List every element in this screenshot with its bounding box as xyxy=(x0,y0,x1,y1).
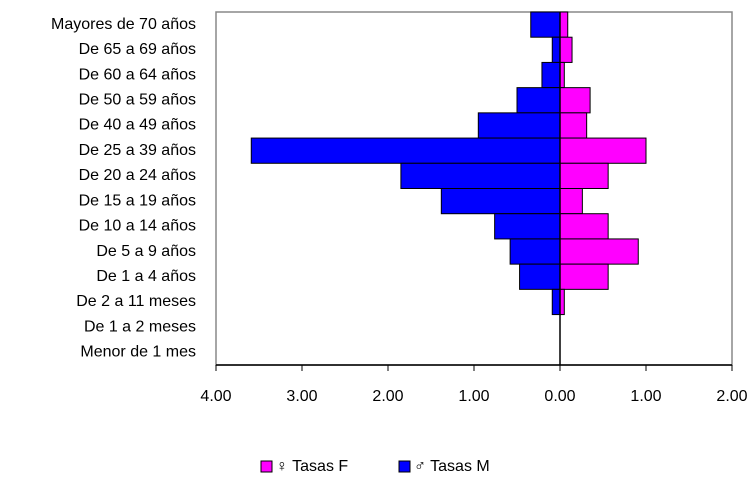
y-tick-label: De 65 a 69 años xyxy=(79,41,196,58)
x-tick-label: 4.00 xyxy=(200,388,231,405)
bar xyxy=(559,137,647,164)
bar xyxy=(509,238,561,265)
x-tick-label: 1.00 xyxy=(458,388,489,405)
y-tick-label: De 10 a 14 años xyxy=(79,218,196,235)
y-tick-label: De 1 a 2 meses xyxy=(84,318,196,335)
y-tick-label: De 20 a 24 años xyxy=(79,167,196,184)
bar xyxy=(400,162,561,190)
bar xyxy=(559,112,588,139)
x-tick-label: 3.00 xyxy=(286,388,317,405)
bar xyxy=(559,188,583,215)
legend-label: ♀ Tasas F xyxy=(276,458,348,475)
bar xyxy=(477,112,561,139)
y-tick-label: Mayores de 70 años xyxy=(51,16,196,33)
y-tick-label: De 5 a 9 años xyxy=(96,243,196,260)
bar xyxy=(516,87,561,114)
x-tick-label: 2.00 xyxy=(716,388,747,405)
y-tick-label: De 50 a 59 años xyxy=(79,91,196,108)
y-tick-label: Menor de 1 mes xyxy=(80,344,196,361)
legend-swatch xyxy=(260,460,273,473)
x-tick-label: 1.00 xyxy=(630,388,661,405)
legend-swatch xyxy=(398,460,411,473)
y-tick-label: De 2 a 11 meses xyxy=(76,293,196,310)
y-tick-label: De 15 a 19 años xyxy=(79,192,196,209)
y-tick-label: De 1 a 4 años xyxy=(96,268,196,285)
x-tick-label: 0.00 xyxy=(544,388,575,405)
y-tick-label: De 25 a 39 años xyxy=(79,142,196,159)
bar xyxy=(440,188,561,215)
bar xyxy=(541,61,561,89)
y-tick-label: De 60 a 64 años xyxy=(79,66,196,83)
bar xyxy=(559,263,609,290)
bar xyxy=(559,11,569,38)
bar xyxy=(559,87,591,114)
bar xyxy=(494,213,561,240)
legend-label: ♂ Tasas M xyxy=(414,458,490,475)
bar xyxy=(250,137,561,164)
bar xyxy=(530,11,561,38)
bar xyxy=(519,263,561,290)
bar xyxy=(559,238,639,265)
bar xyxy=(559,213,609,240)
bar xyxy=(551,36,561,63)
bar xyxy=(559,162,609,190)
x-tick-label: 2.00 xyxy=(372,388,403,405)
bar xyxy=(551,288,561,316)
bar xyxy=(559,36,573,63)
y-tick-label: De 40 a 49 años xyxy=(79,117,196,134)
